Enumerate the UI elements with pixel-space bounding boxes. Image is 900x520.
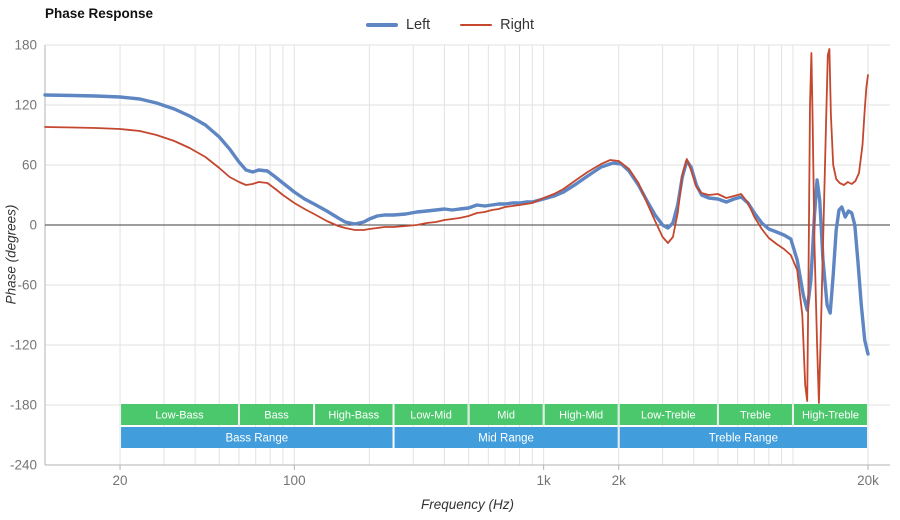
range-label: Bass Range — [225, 433, 288, 445]
left-line-swatch — [365, 23, 398, 27]
range-box — [619, 427, 868, 448]
y-tick-label: -180 — [10, 398, 37, 413]
y-tick-label: -120 — [10, 338, 37, 353]
band-box — [619, 404, 717, 425]
y-tick-label: -60 — [17, 278, 37, 293]
legend-item-right[interactable]: Right — [460, 17, 534, 33]
band-box — [793, 404, 868, 425]
x-tick-label: 100 — [283, 473, 306, 488]
band-label: High-Mid — [559, 410, 603, 422]
band-box — [121, 404, 239, 425]
x-axis-title: Frequency (Hz) — [420, 497, 515, 512]
band-label: Low-Mid — [410, 410, 452, 422]
range-label: Mid Range — [478, 433, 534, 445]
band-label: Bass — [264, 410, 289, 422]
band-label: High-Bass — [328, 410, 379, 422]
legend-item-left[interactable]: Left — [365, 17, 431, 33]
gridlines — [44, 44, 890, 466]
x-tick-label: 20k — [857, 473, 879, 488]
band-label: Mid — [497, 410, 515, 422]
axis-tick-labels: 20 100 1k 2k 20k 180 120 60 0 -60 -120 -180 -240 — [10, 38, 879, 489]
band-label: High-Treble — [802, 410, 859, 422]
series-line-right — [44, 48, 869, 404]
band-label: Low-Bass — [155, 410, 204, 422]
right-line-swatch — [460, 24, 493, 26]
y-tick-label: 60 — [22, 158, 37, 173]
x-tick-label: 20 — [113, 473, 128, 488]
band-box — [718, 404, 792, 425]
chart-title: Phase Response — [45, 6, 154, 21]
band-box — [315, 404, 393, 425]
band-box — [544, 404, 618, 425]
frequency-bands: Low-Bass Bass High-Bass Low-Mid Mid High-Mid L… — [121, 404, 868, 448]
x-tick-label: 1k — [537, 473, 552, 488]
series-line-left — [43, 93, 870, 356]
legend-label-left: Left — [405, 17, 431, 33]
band-label: Low-Treble — [641, 410, 696, 422]
y-tick-label: 120 — [14, 98, 37, 113]
y-tick-label: 0 — [29, 218, 37, 233]
range-box — [394, 427, 618, 448]
y-tick-label: 180 — [14, 38, 37, 53]
legend-label-right: Right — [500, 17, 535, 33]
y-tick-label: -240 — [10, 458, 37, 473]
range-box — [121, 427, 393, 448]
band-label: Treble — [740, 410, 771, 422]
range-label: Treble Range — [709, 433, 778, 445]
band-box — [240, 404, 314, 425]
band-box — [469, 404, 543, 425]
band-box — [394, 404, 468, 425]
x-tick-label: 2k — [612, 473, 627, 488]
legend: Left Right — [0, 17, 900, 33]
y-axis-title: Phase (degrees) — [3, 204, 19, 305]
